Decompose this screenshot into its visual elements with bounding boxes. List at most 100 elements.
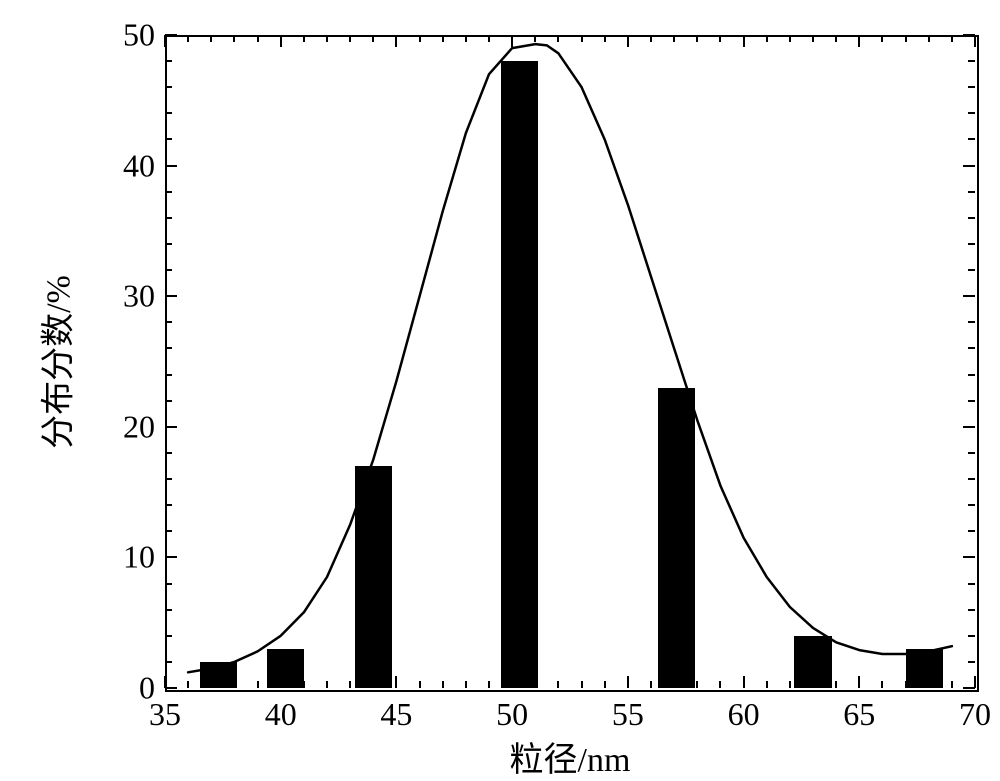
x-tick-major	[974, 676, 976, 688]
y-tick-label: 50	[123, 17, 155, 54]
x-tick-minor	[581, 35, 583, 42]
x-tick-minor	[650, 35, 652, 42]
x-tick-minor	[326, 35, 328, 42]
x-tick-major	[511, 35, 513, 47]
x-tick-label: 70	[959, 696, 991, 733]
y-tick-major	[165, 295, 177, 297]
x-tick-minor	[372, 35, 374, 42]
x-tick-minor	[488, 35, 490, 42]
y-tick-minor	[968, 321, 975, 323]
y-tick-minor	[968, 374, 975, 376]
x-tick-minor	[303, 35, 305, 42]
x-tick-major	[164, 676, 166, 688]
x-tick-minor	[233, 35, 235, 42]
y-tick-minor	[165, 609, 172, 611]
x-tick-minor	[951, 35, 953, 42]
y-tick-minor	[968, 86, 975, 88]
x-tick-label: 45	[380, 696, 412, 733]
x-tick-label: 65	[843, 696, 875, 733]
y-tick-minor	[165, 347, 172, 349]
y-tick-minor	[968, 112, 975, 114]
y-tick-major	[963, 426, 975, 428]
x-tick-major	[280, 35, 282, 47]
y-tick-label: 10	[123, 539, 155, 576]
y-tick-minor	[968, 191, 975, 193]
x-tick-major	[627, 676, 629, 688]
y-tick-minor	[165, 243, 172, 245]
x-tick-minor	[465, 35, 467, 42]
x-tick-minor	[488, 681, 490, 688]
y-tick-minor	[165, 478, 172, 480]
x-tick-minor	[928, 35, 930, 42]
x-tick-minor	[696, 681, 698, 688]
x-tick-minor	[557, 35, 559, 42]
x-tick-minor	[604, 681, 606, 688]
x-tick-minor	[557, 681, 559, 688]
y-tick-major	[165, 34, 177, 36]
y-tick-major	[165, 426, 177, 428]
y-tick-label: 20	[123, 408, 155, 445]
y-tick-minor	[968, 243, 975, 245]
y-tick-minor	[968, 400, 975, 402]
y-tick-major	[165, 165, 177, 167]
bar	[501, 61, 538, 688]
x-tick-minor	[835, 681, 837, 688]
x-tick-minor	[951, 681, 953, 688]
y-tick-minor	[165, 321, 172, 323]
y-tick-minor	[165, 530, 172, 532]
y-tick-major	[963, 295, 975, 297]
y-tick-major	[963, 165, 975, 167]
y-tick-minor	[165, 635, 172, 637]
y-tick-minor	[165, 86, 172, 88]
y-tick-minor	[165, 400, 172, 402]
y-tick-minor	[165, 112, 172, 114]
x-tick-minor	[534, 35, 536, 42]
x-tick-label: 60	[728, 696, 760, 733]
x-tick-minor	[696, 35, 698, 42]
bar	[267, 649, 304, 688]
plot-area	[165, 35, 979, 692]
y-tick-minor	[968, 138, 975, 140]
y-tick-minor	[968, 583, 975, 585]
y-tick-minor	[968, 661, 975, 663]
y-tick-minor	[968, 452, 975, 454]
x-tick-minor	[673, 35, 675, 42]
x-tick-label: 55	[612, 696, 644, 733]
x-tick-minor	[905, 35, 907, 42]
y-tick-minor	[968, 635, 975, 637]
x-tick-minor	[419, 35, 421, 42]
x-axis-title: 粒径/nm	[510, 732, 631, 781]
y-tick-minor	[165, 191, 172, 193]
x-tick-minor	[349, 35, 351, 42]
x-tick-label: 50	[496, 696, 528, 733]
y-tick-minor	[165, 374, 172, 376]
y-tick-major	[165, 556, 177, 558]
x-tick-major	[974, 35, 976, 47]
y-tick-minor	[968, 609, 975, 611]
y-tick-minor	[968, 504, 975, 506]
y-tick-label: 40	[123, 147, 155, 184]
y-tick-minor	[968, 347, 975, 349]
x-tick-major	[395, 35, 397, 47]
x-tick-minor	[257, 681, 259, 688]
y-tick-minor	[165, 217, 172, 219]
x-tick-minor	[419, 681, 421, 688]
y-tick-minor	[968, 60, 975, 62]
x-tick-major	[627, 35, 629, 47]
y-axis-title: 分布分数/%	[31, 275, 80, 449]
y-tick-minor	[968, 478, 975, 480]
x-tick-minor	[812, 35, 814, 42]
x-tick-minor	[789, 681, 791, 688]
x-tick-minor	[442, 35, 444, 42]
x-tick-minor	[349, 681, 351, 688]
x-tick-minor	[719, 681, 721, 688]
x-tick-minor	[187, 681, 189, 688]
bar	[355, 466, 392, 688]
y-tick-minor	[165, 60, 172, 62]
bar	[906, 649, 943, 688]
x-tick-major	[858, 676, 860, 688]
y-tick-minor	[165, 661, 172, 663]
bar	[200, 662, 237, 688]
x-tick-minor	[326, 681, 328, 688]
x-tick-minor	[581, 681, 583, 688]
